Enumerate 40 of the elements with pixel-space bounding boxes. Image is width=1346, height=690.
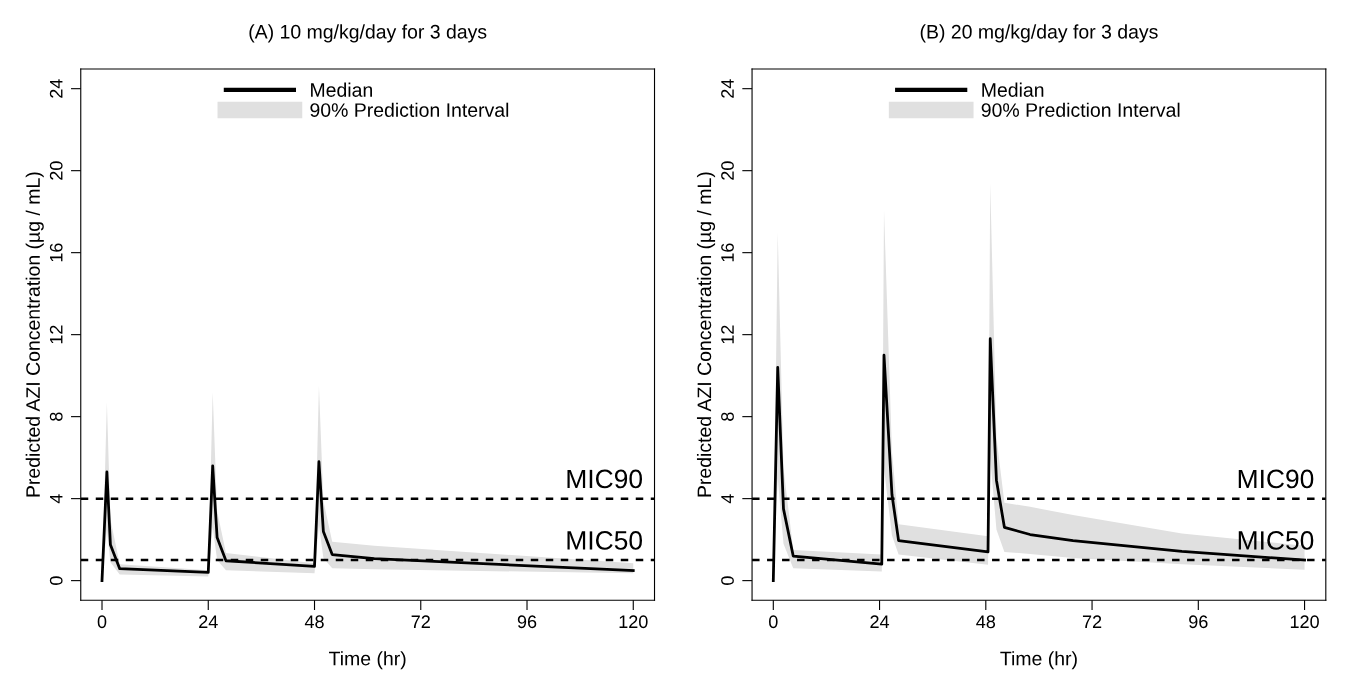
- y-tick-label: 8: [721, 412, 734, 421]
- annotation: 90% Prediction Interval: [310, 102, 509, 117]
- y-tick-label: 4: [50, 494, 63, 504]
- legend-label: Median: [311, 82, 372, 97]
- x-tick-label: 0: [97, 615, 107, 629]
- y-tick-label: 12: [721, 325, 734, 344]
- y-tick-label: 8: [49, 412, 63, 421]
- x-tick-label: 48: [976, 615, 996, 629]
- y-tick-label: 24: [721, 79, 734, 98]
- chart-title: (B) 20 mg/kg/day for 3 days: [920, 24, 1158, 43]
- y-tick-label: 4: [721, 494, 734, 504]
- x-tick-label: 24: [870, 615, 890, 628]
- y-tick-label: 20: [721, 161, 734, 180]
- ref-line-label: MIC50: [567, 531, 643, 550]
- y-tick-label: 0: [49, 576, 63, 585]
- y-tick-label: 12: [49, 325, 63, 344]
- y-tick-label: 24: [49, 79, 63, 98]
- legend-label: Median: [982, 82, 1044, 97]
- x-tick-label: 120: [619, 615, 648, 629]
- chart-title: (A) 10 mg/kg/day for 3 days: [249, 24, 487, 43]
- y-axis-title: Predicted AZI Concentration (µg / mL): [696, 172, 716, 497]
- x-tick-label: 72: [411, 615, 430, 628]
- x-axis-title: Time (hr): [1000, 651, 1077, 670]
- annotation: 90% Prediction Interval: [981, 102, 1180, 117]
- y-tick-label: 0: [721, 576, 734, 585]
- x-tick-label: 96: [1189, 615, 1208, 629]
- ref-line-label: MIC50: [1238, 531, 1314, 550]
- x-tick-label: 24: [199, 615, 218, 628]
- ref-line-label: MIC90: [1238, 469, 1314, 489]
- y-tick-label: 16: [721, 243, 734, 262]
- x-tick-label: 48: [304, 615, 324, 629]
- x-axis-title: Time (hr): [329, 651, 406, 670]
- y-tick-label: 16: [49, 243, 63, 262]
- x-tick-label: 72: [1082, 615, 1102, 628]
- ref-line-label: MIC90: [567, 469, 643, 489]
- x-tick-label: 120: [1290, 615, 1319, 629]
- x-tick-label: 0: [768, 615, 778, 629]
- y-axis-title: Predicted AZI Concentration (µg / mL): [25, 172, 44, 497]
- x-tick-label: 96: [517, 615, 537, 629]
- y-tick-label: 20: [49, 161, 63, 180]
